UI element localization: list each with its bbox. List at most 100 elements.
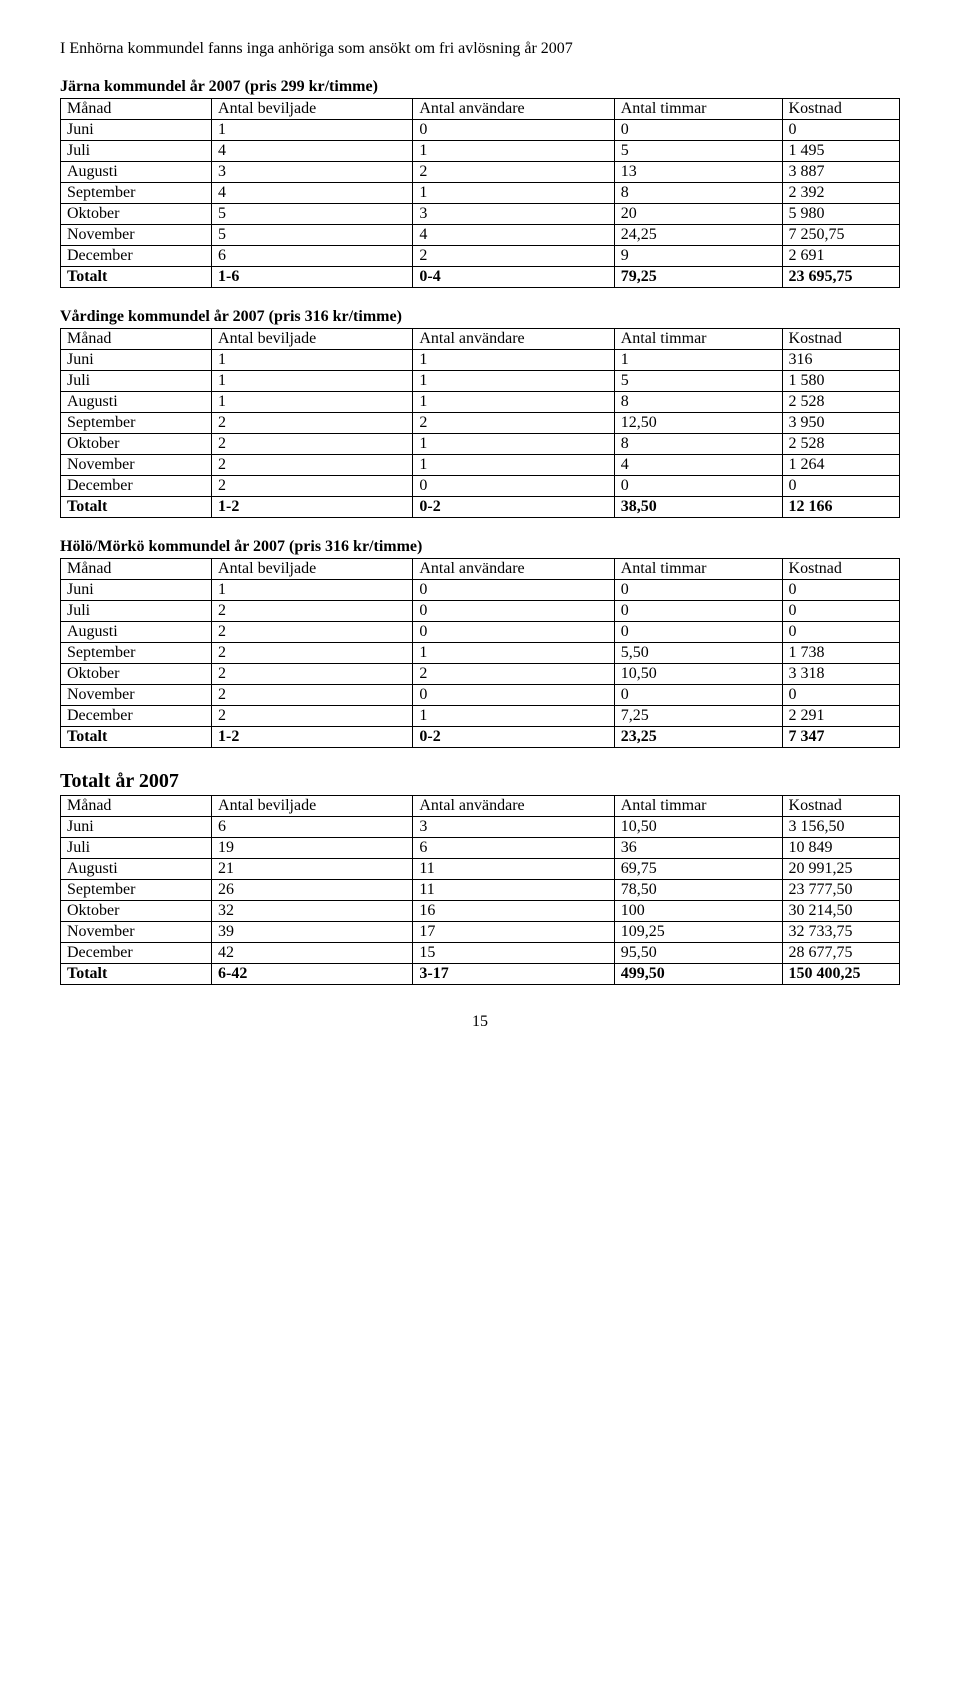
table-cell: 11 (413, 859, 614, 880)
table-cell: 4 (614, 455, 782, 476)
table-cell: 3 887 (782, 162, 899, 183)
table-cell: 2 (212, 622, 413, 643)
table-cell: December (61, 943, 212, 964)
table-cell: 2 (413, 664, 614, 685)
table-row: September261178,5023 777,50 (61, 880, 900, 901)
table-cell: 7,25 (614, 706, 782, 727)
table-header-row: MånadAntal beviljadeAntal användareAntal… (61, 796, 900, 817)
table-cell: 0 (782, 476, 899, 497)
table-cell: 69,75 (614, 859, 782, 880)
table-cell: 3 156,50 (782, 817, 899, 838)
table-cell: 2 (212, 413, 413, 434)
table-cell: 5 (212, 204, 413, 225)
table-cell: 0 (782, 685, 899, 706)
table-row: Oktober2182 528 (61, 434, 900, 455)
header-timmar: Antal timmar (614, 796, 782, 817)
table-cell: 0 (782, 622, 899, 643)
data-table: MånadAntal beviljadeAntal användareAntal… (60, 558, 900, 748)
table-header-row: MånadAntal beviljadeAntal användareAntal… (61, 329, 900, 350)
table-row: September215,501 738 (61, 643, 900, 664)
table-row: Juli1963610 849 (61, 838, 900, 859)
data-table: MånadAntal beviljadeAntal användareAntal… (60, 328, 900, 518)
table-cell: Juli (61, 601, 212, 622)
header-kostnad: Kostnad (782, 559, 899, 580)
table-cell: 24,25 (614, 225, 782, 246)
table-cell: December (61, 246, 212, 267)
table-row: September4182 392 (61, 183, 900, 204)
table-cell: 1 (212, 350, 413, 371)
table-cell: Juni (61, 817, 212, 838)
table-row: Augusti1182 528 (61, 392, 900, 413)
table-cell: Juni (61, 350, 212, 371)
table-cell: 30 214,50 (782, 901, 899, 922)
table-cell: Juli (61, 141, 212, 162)
table-cell: 32 733,75 (782, 922, 899, 943)
table-cell: 0 (614, 622, 782, 643)
table-cell: 9 (614, 246, 782, 267)
header-kostnad: Kostnad (782, 329, 899, 350)
table-cell: 1 (413, 371, 614, 392)
table-total-row: Totalt1-20-238,5012 166 (61, 497, 900, 518)
table-row: November3917109,2532 733,75 (61, 922, 900, 943)
table-cell: 6 (413, 838, 614, 859)
table-cell: 12,50 (614, 413, 782, 434)
table-cell: 2 (212, 476, 413, 497)
table-cell: 7 347 (782, 727, 899, 748)
data-table: MånadAntal beviljadeAntal användareAntal… (60, 795, 900, 985)
header-beviljade: Antal beviljade (212, 329, 413, 350)
table-cell: 1-6 (212, 267, 413, 288)
table-cell: 1 (413, 350, 614, 371)
table-cell: 26 (212, 880, 413, 901)
table-cell: 1 (212, 120, 413, 141)
table-cell: 0 (614, 580, 782, 601)
table-row: November2141 264 (61, 455, 900, 476)
table-cell: 5 (212, 225, 413, 246)
table-cell: Oktober (61, 901, 212, 922)
header-beviljade: Antal beviljade (212, 559, 413, 580)
table-cell: 1-2 (212, 727, 413, 748)
header-timmar: Antal timmar (614, 329, 782, 350)
table-cell: 0 (782, 120, 899, 141)
table-cell: 1-2 (212, 497, 413, 518)
table-cell: 0-2 (413, 497, 614, 518)
table-cell: 2 (413, 162, 614, 183)
table-cell: 2 (212, 434, 413, 455)
table-cell: 15 (413, 943, 614, 964)
table-cell: 0-2 (413, 727, 614, 748)
table-cell: 0 (782, 601, 899, 622)
table-title: Hölö/Mörkö kommundel år 2007 (pris 316 k… (60, 538, 900, 556)
table-cell: November (61, 225, 212, 246)
table-cell: 23 777,50 (782, 880, 899, 901)
table-cell: 13 (614, 162, 782, 183)
table-cell: 1 (413, 643, 614, 664)
table-cell: Juli (61, 371, 212, 392)
table-row: Oktober2210,503 318 (61, 664, 900, 685)
table-cell: 1 (212, 371, 413, 392)
table-total-row: Totalt 1-20-223,257 347 (61, 727, 900, 748)
table-title: Vårdinge kommundel år 2007 (pris 316 kr/… (60, 308, 900, 326)
header-anvandare: Antal användare (413, 796, 614, 817)
table-row: Juni1000 (61, 120, 900, 141)
table-cell: 0 (614, 601, 782, 622)
header-timmar: Antal timmar (614, 99, 782, 120)
table-cell: 0 (413, 685, 614, 706)
table-cell: 109,25 (614, 922, 782, 943)
table-row: Juli2000 (61, 601, 900, 622)
table-cell: September (61, 413, 212, 434)
table-cell: 4 (212, 141, 413, 162)
table-cell: 2 (212, 706, 413, 727)
table-cell: 32 (212, 901, 413, 922)
table-cell: 2 (212, 455, 413, 476)
table-row: December2000 (61, 476, 900, 497)
table-header-row: MånadAntal beviljadeAntal användareAntal… (61, 99, 900, 120)
intro-text: I Enhörna kommundel fanns inga anhöriga … (60, 40, 900, 58)
table-title: Järna kommundel år 2007 (pris 299 kr/tim… (60, 78, 900, 96)
table-cell: 21 (212, 859, 413, 880)
table-cell: 1 495 (782, 141, 899, 162)
table-cell: 23,25 (614, 727, 782, 748)
table-cell: 3-17 (413, 964, 614, 985)
table-row: December421595,5028 677,75 (61, 943, 900, 964)
header-month: Månad (61, 99, 212, 120)
table-cell: Oktober (61, 434, 212, 455)
table-cell: 4 (413, 225, 614, 246)
